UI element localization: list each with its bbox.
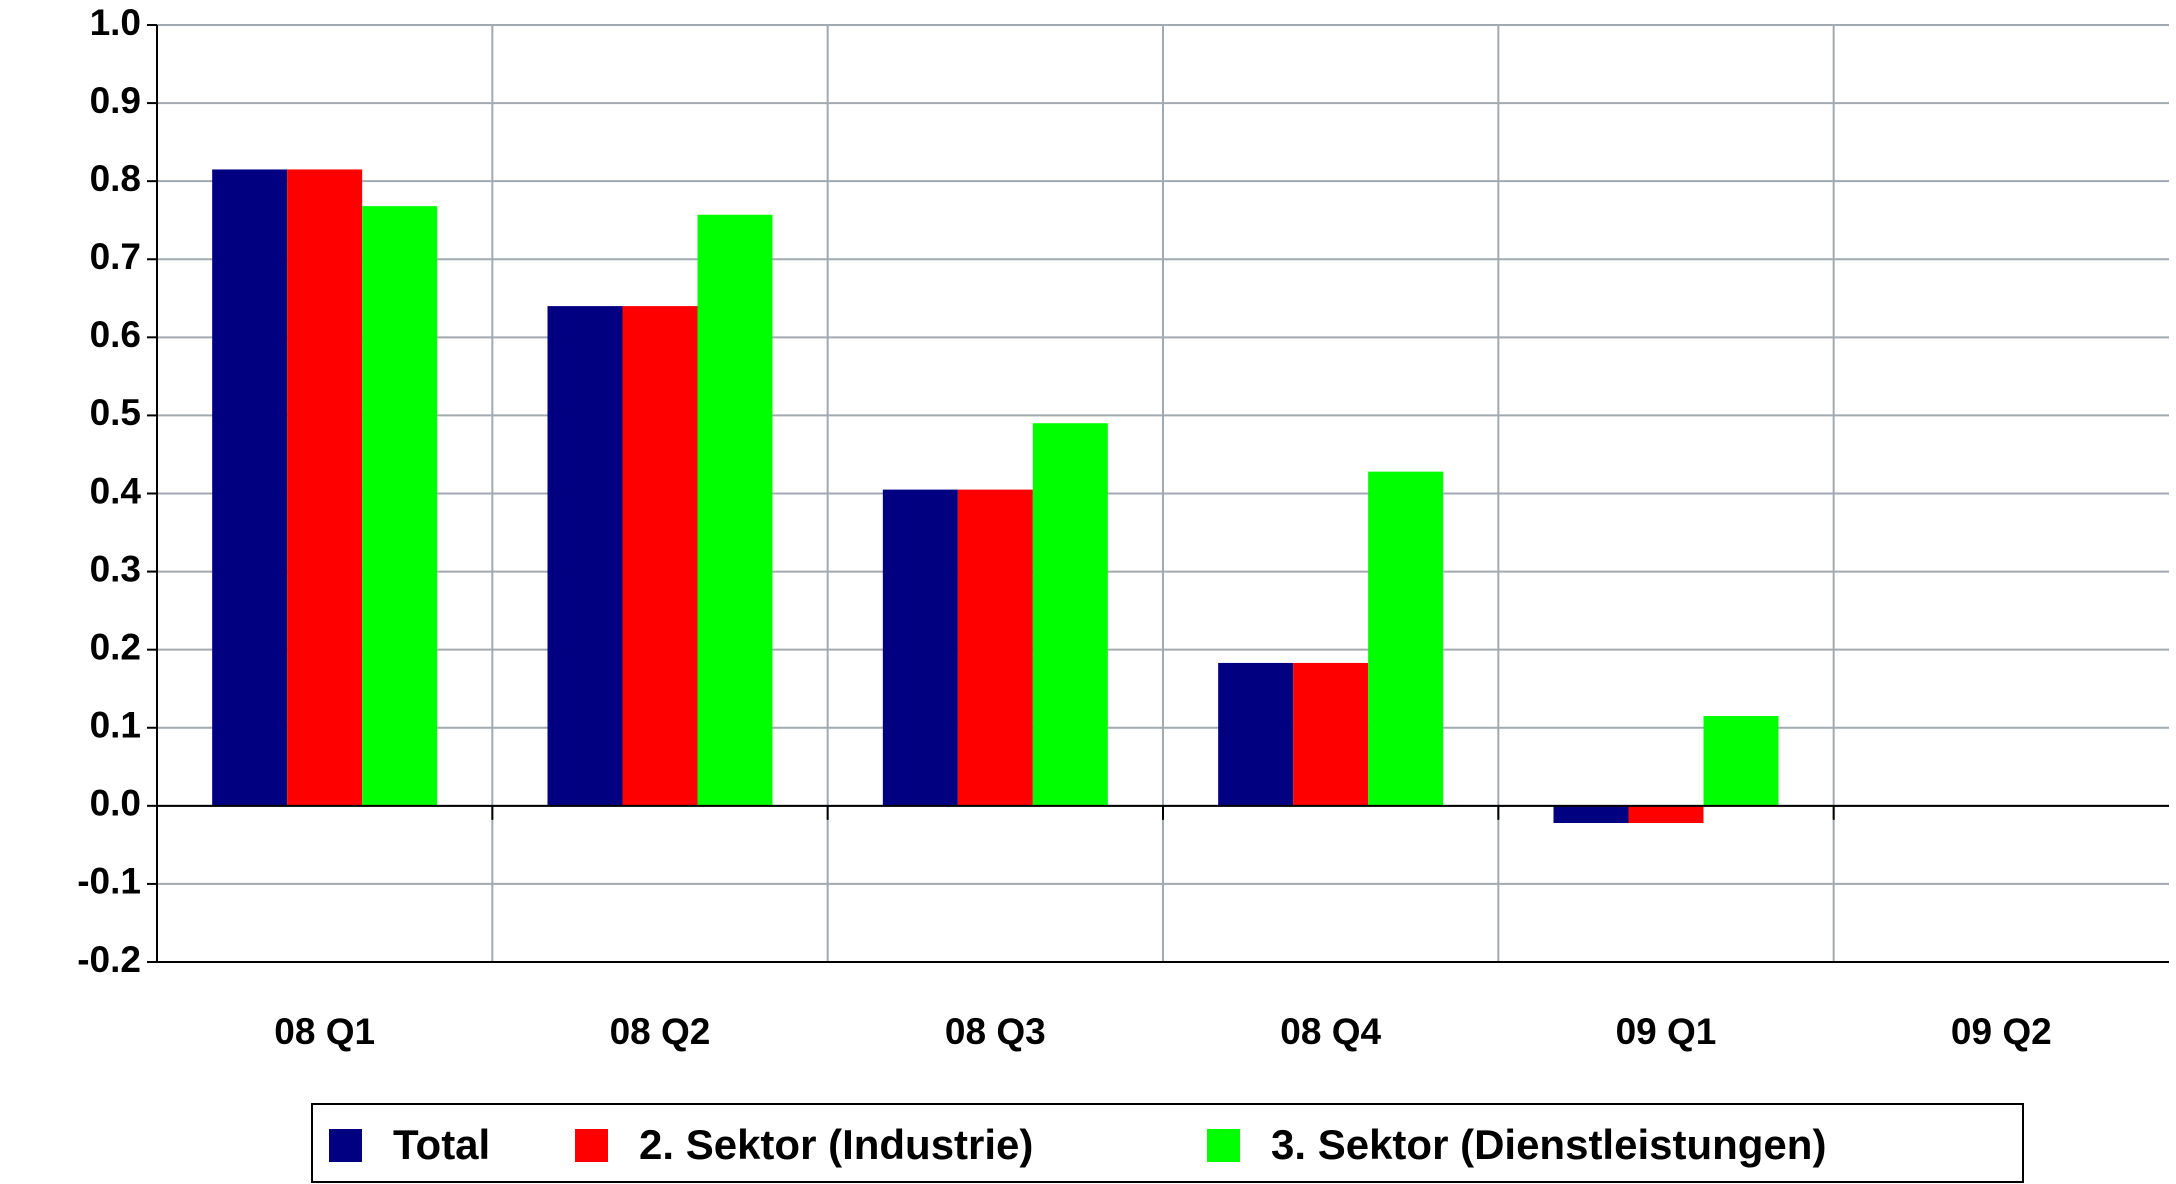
y-tick-label: 0.7 [90, 236, 141, 277]
y-tick-label: 0.2 [90, 626, 141, 667]
x-tick-label: 08 Q3 [945, 1011, 1046, 1052]
bar [1293, 662, 1369, 806]
y-tick-label: -0.1 [77, 861, 141, 902]
bar [697, 214, 773, 806]
bar [1553, 805, 1629, 824]
y-tick-label: 0.6 [90, 314, 141, 355]
y-tick-label: 0.3 [90, 548, 141, 589]
y-tick-label: -0.2 [77, 939, 141, 980]
y-tick-label: 0.9 [90, 80, 141, 121]
legend-label: 3. Sektor (Dienstleistungen) [1271, 1121, 1826, 1168]
y-tick-label: 0.4 [90, 470, 142, 511]
y-tick-label: 1.0 [90, 2, 141, 43]
y-tick-label: 0.5 [90, 392, 141, 433]
bar [1218, 662, 1294, 806]
bar [1368, 471, 1444, 806]
bar [1703, 716, 1779, 806]
y-tick-label: 0.8 [90, 158, 141, 199]
bar [212, 169, 288, 806]
y-tick-label: 0.0 [90, 783, 141, 824]
bar [287, 169, 363, 806]
x-tick-label: 09 Q2 [1951, 1011, 2052, 1052]
legend-label: 2. Sektor (Industrie) [639, 1121, 1033, 1168]
y-tick-label: 0.1 [90, 705, 141, 746]
legend-swatch [1207, 1129, 1240, 1162]
bar [1032, 423, 1108, 806]
legend-label: Total [393, 1121, 490, 1168]
x-tick-label: 09 Q1 [1616, 1011, 1717, 1052]
bar [1628, 805, 1704, 824]
bar [882, 489, 958, 806]
x-tick-label: 08 Q1 [274, 1011, 375, 1052]
legend-swatch [329, 1129, 362, 1162]
bar [957, 489, 1033, 806]
legend-swatch [575, 1129, 608, 1162]
x-tick-label: 08 Q4 [1280, 1011, 1381, 1052]
bar [547, 306, 623, 806]
x-tick-label: 08 Q2 [610, 1011, 711, 1052]
bar [362, 206, 438, 806]
bar [622, 306, 698, 806]
